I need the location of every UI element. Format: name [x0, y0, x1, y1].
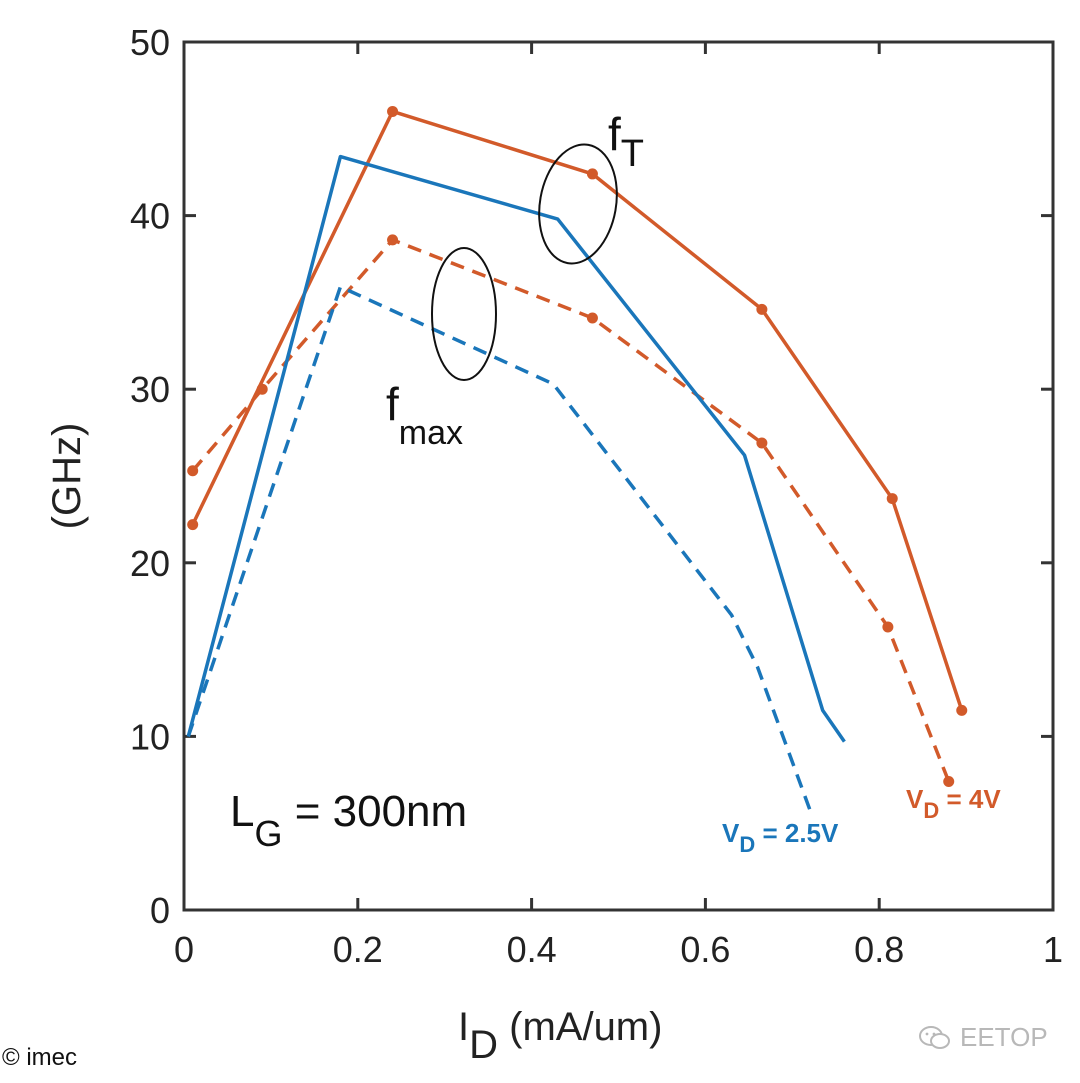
y-tick-label: 10: [130, 716, 170, 757]
ft-annotation: fT: [608, 108, 644, 175]
data-point: [756, 437, 768, 449]
y-tick-label: 50: [130, 22, 170, 63]
y-axis-label: (GHz): [45, 423, 89, 530]
y-tick-label: 0: [150, 890, 170, 931]
y-tick-label: 30: [130, 369, 170, 410]
x-tick-label: 0.2: [333, 929, 383, 970]
watermark: EETOP: [918, 1022, 1048, 1053]
fmax-annotation: fmax: [386, 378, 463, 452]
series-layer: [186, 105, 968, 810]
data-point: [387, 234, 399, 246]
data-point: [756, 303, 768, 315]
y-tick-label: 20: [130, 543, 170, 584]
watermark-text: EETOP: [960, 1022, 1048, 1052]
x-tick-label: 0.4: [507, 929, 557, 970]
x-tick-label: 1: [1043, 929, 1063, 970]
data-point: [943, 776, 955, 788]
data-point: [187, 519, 199, 531]
ft-ellipse: [538, 143, 618, 265]
x-tick-label: 0.6: [680, 929, 730, 970]
x-tick-label: 0.8: [854, 929, 904, 970]
data-point: [256, 383, 268, 395]
series-line-3: [186, 285, 812, 810]
credit-text: © imec: [2, 1044, 78, 1071]
vd-blue-label: VD = 2.5V: [722, 818, 839, 857]
lg-annotation: LG = 300nm: [230, 787, 467, 854]
series-line-1: [191, 238, 951, 783]
data-point: [956, 704, 968, 716]
data-point: [387, 105, 399, 117]
x-tick-label: 0: [174, 929, 194, 970]
data-point: [882, 621, 894, 633]
data-point: [586, 312, 598, 324]
data-point: [187, 465, 199, 477]
data-point: [586, 168, 598, 180]
data-point: [886, 493, 898, 505]
series-line-2: [186, 154, 846, 743]
plot-frame: [182, 40, 1055, 912]
wechat-icon: [919, 1025, 950, 1049]
y-tick-label: 40: [130, 196, 170, 237]
x-axis-label: ID (mA/um): [458, 1005, 662, 1067]
vd-orange-label: VD = 4V: [906, 784, 1001, 823]
series-line-0: [191, 109, 964, 711]
fmax-ellipse: [431, 247, 497, 381]
